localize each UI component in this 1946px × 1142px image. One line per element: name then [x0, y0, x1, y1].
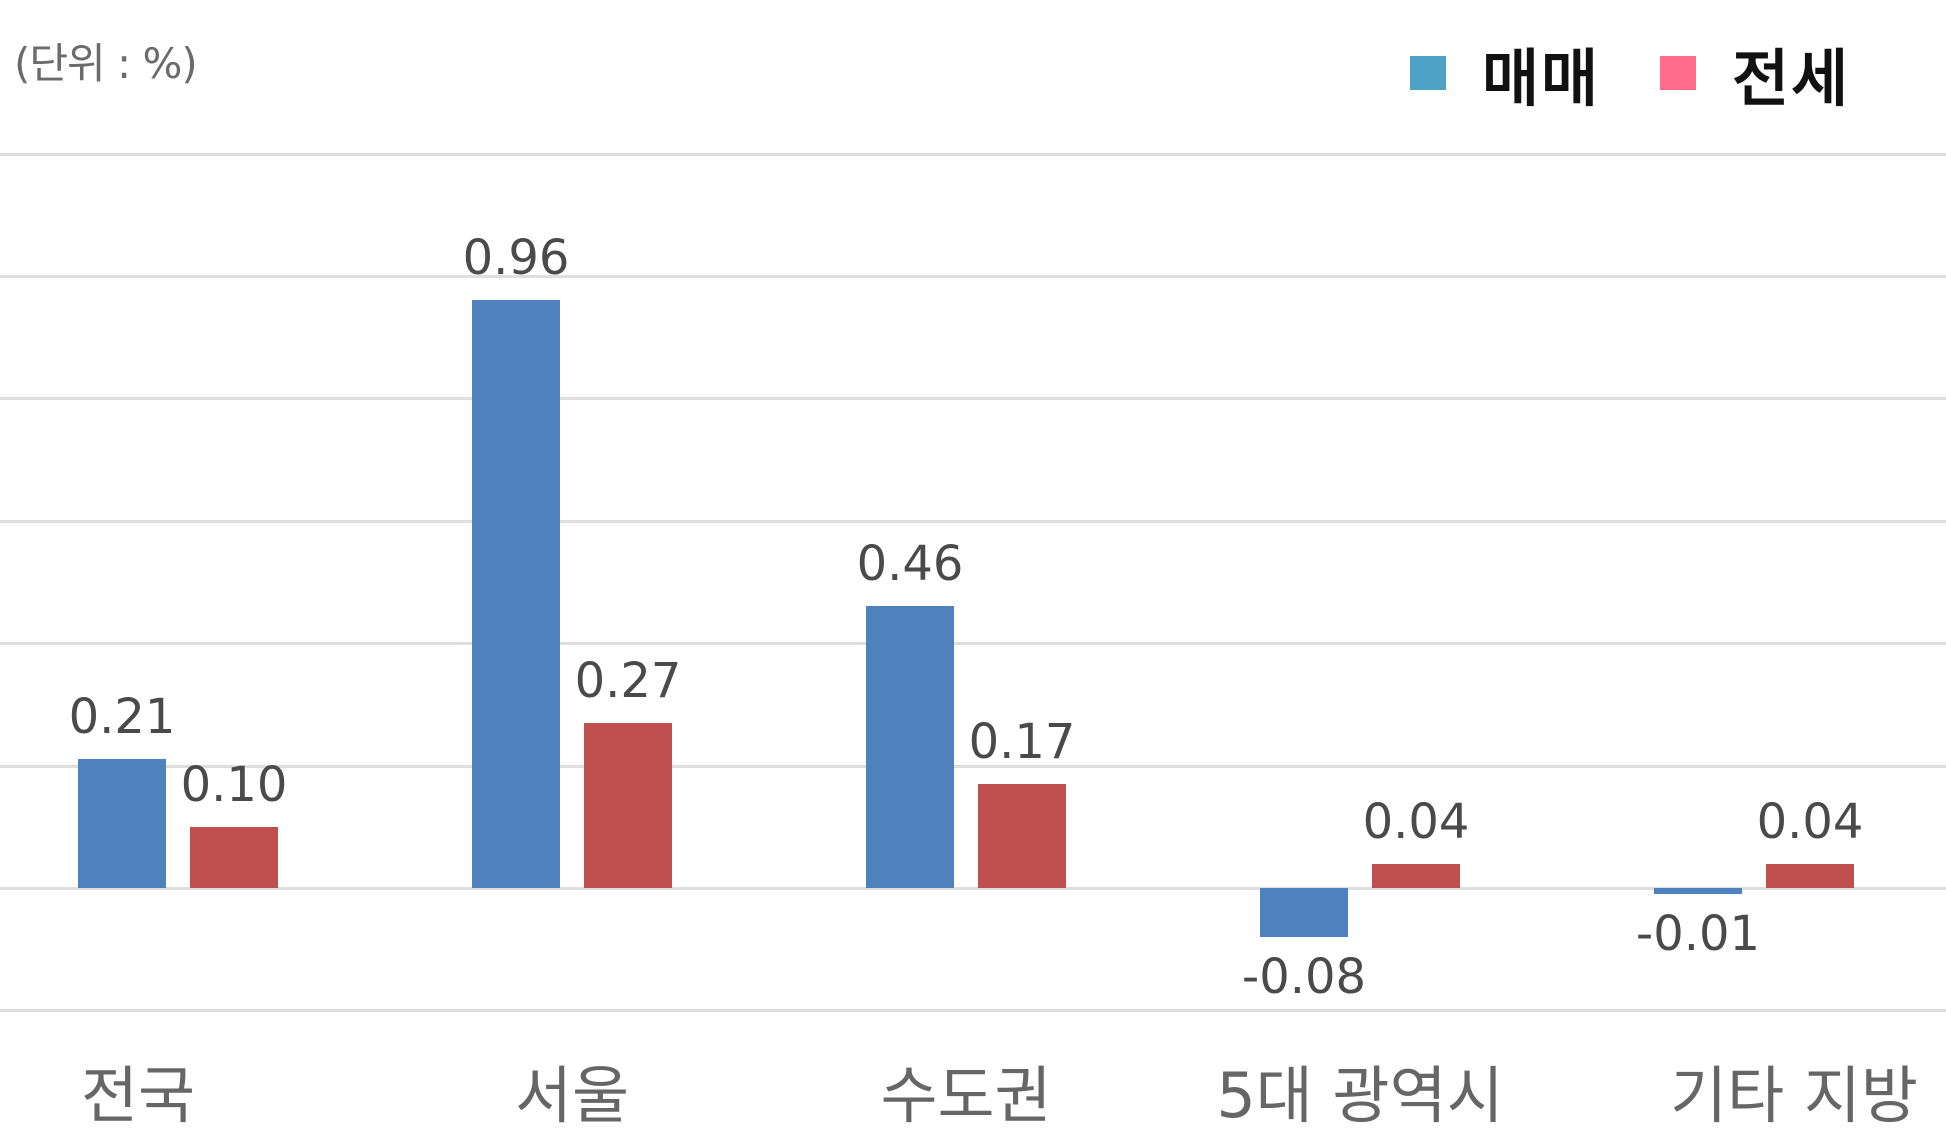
- category-label: 기타 지방: [1670, 1059, 1918, 1132]
- gridline: [0, 275, 1946, 278]
- legend-item-sale: 매매: [1410, 28, 1600, 118]
- unit-label: (단위 : %): [14, 39, 198, 88]
- gridline: [0, 887, 1946, 890]
- gridline: [0, 520, 1946, 523]
- legend-label-jeonse: 전세: [1732, 42, 1851, 115]
- value-label-sale: 0.21: [68, 689, 176, 746]
- value-label-jeonse: 0.04: [1362, 793, 1470, 850]
- value-label-sale: 0.96: [462, 230, 570, 287]
- category-label: 5대 광역시: [1216, 1059, 1504, 1132]
- bar-sale: [1654, 888, 1742, 895]
- legend-swatch-jeonse-icon: [1660, 56, 1697, 90]
- category-label: 전국: [80, 1059, 196, 1132]
- category-label: 수도권: [880, 1059, 1052, 1132]
- value-label-jeonse: 0.10: [180, 756, 288, 813]
- value-label-jeonse: 0.04: [1756, 793, 1864, 850]
- gridline: [0, 153, 1946, 156]
- value-label-jeonse: 0.27: [574, 652, 682, 709]
- legend-item-jeonse: 전세: [1660, 28, 1850, 118]
- legend-label-sale: 매매: [1482, 42, 1601, 115]
- bar-jeonse: [978, 783, 1066, 888]
- value-label-sale: 0.46: [856, 536, 964, 593]
- gridline: [0, 1009, 1946, 1012]
- value-label-sale: -0.01: [1635, 906, 1761, 963]
- value-label-sale: -0.08: [1241, 948, 1367, 1005]
- gridline: [0, 397, 1946, 400]
- category-label: 서울: [514, 1059, 630, 1132]
- bar-jeonse: [190, 826, 278, 888]
- bar-sale: [472, 300, 560, 888]
- bar-jeonse: [1766, 863, 1854, 888]
- bar-jeonse: [1372, 863, 1460, 888]
- gridline: [0, 642, 1946, 645]
- bar-sale: [1260, 888, 1348, 937]
- bar-sale: [866, 606, 954, 888]
- legend-swatch-sale-icon: [1410, 56, 1446, 90]
- bar-sale: [78, 759, 166, 888]
- value-label-jeonse: 0.17: [968, 713, 1076, 770]
- legend: 매매 전세: [1410, 28, 1910, 118]
- gridline: [0, 765, 1946, 768]
- bar-jeonse: [584, 722, 672, 888]
